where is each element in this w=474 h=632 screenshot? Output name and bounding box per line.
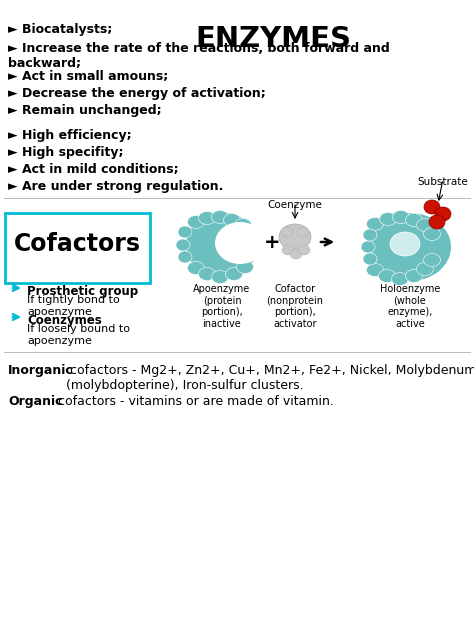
Ellipse shape <box>417 262 434 276</box>
Ellipse shape <box>211 270 228 284</box>
Text: If loosely bound to
apoenzyme: If loosely bound to apoenzyme <box>27 324 130 346</box>
Ellipse shape <box>405 214 422 226</box>
Text: Inorganic: Inorganic <box>8 364 74 377</box>
Ellipse shape <box>188 262 204 274</box>
Text: Organic: Organic <box>8 395 63 408</box>
Ellipse shape <box>199 212 216 224</box>
Text: Prosthetic group: Prosthetic group <box>27 285 138 298</box>
Text: ► Biocatalysts;: ► Biocatalysts; <box>8 23 112 36</box>
Ellipse shape <box>363 253 377 265</box>
Ellipse shape <box>435 207 451 221</box>
Ellipse shape <box>390 232 420 256</box>
Ellipse shape <box>279 224 311 250</box>
Text: Holoenzyme
(whole
enzyme),
active: Holoenzyme (whole enzyme), active <box>380 284 440 329</box>
Ellipse shape <box>226 267 243 281</box>
Ellipse shape <box>297 227 309 237</box>
Ellipse shape <box>215 222 265 264</box>
Text: Substrate: Substrate <box>418 177 468 187</box>
Ellipse shape <box>369 213 451 281</box>
Ellipse shape <box>188 216 204 229</box>
Ellipse shape <box>178 251 192 263</box>
Ellipse shape <box>281 227 293 237</box>
Ellipse shape <box>237 260 254 274</box>
Ellipse shape <box>429 215 445 229</box>
Text: ► Remain unchanged;: ► Remain unchanged; <box>8 104 162 117</box>
Text: ► Are under strong regulation.: ► Are under strong regulation. <box>8 180 223 193</box>
Text: ► High specifity;: ► High specifity; <box>8 146 124 159</box>
Ellipse shape <box>379 269 395 283</box>
Ellipse shape <box>178 226 192 238</box>
Ellipse shape <box>423 253 440 267</box>
Text: ► Act in mild conditions;: ► Act in mild conditions; <box>8 163 179 176</box>
Ellipse shape <box>224 214 240 226</box>
Text: Apoenzyme
(protein
portion),
inactive: Apoenzyme (protein portion), inactive <box>193 284 251 329</box>
Ellipse shape <box>366 217 383 231</box>
Bar <box>5 213 150 283</box>
Text: Coenzymes: Coenzymes <box>27 314 102 327</box>
Text: cofactors - vitamins or are made of vitamin.: cofactors - vitamins or are made of vita… <box>54 395 334 408</box>
Ellipse shape <box>380 212 396 226</box>
Ellipse shape <box>424 200 440 214</box>
Ellipse shape <box>361 241 375 253</box>
Ellipse shape <box>392 272 409 286</box>
Ellipse shape <box>417 219 434 231</box>
Ellipse shape <box>423 228 440 241</box>
Text: +: + <box>264 233 280 252</box>
Text: ► High efficiency;: ► High efficiency; <box>8 129 132 142</box>
Ellipse shape <box>405 269 422 283</box>
Ellipse shape <box>235 219 252 231</box>
Ellipse shape <box>282 245 294 255</box>
Text: Cofactor
(nonprotein
portion),
activator: Cofactor (nonprotein portion), activator <box>266 284 323 329</box>
Text: ► Increase the rate of the reactions, both forward and
backward;: ► Increase the rate of the reactions, bo… <box>8 42 390 70</box>
Text: ► Act in small amouns;: ► Act in small amouns; <box>8 70 168 83</box>
Ellipse shape <box>186 212 258 277</box>
Text: Coenzyme: Coenzyme <box>267 200 322 210</box>
Ellipse shape <box>211 210 228 224</box>
Ellipse shape <box>366 264 383 277</box>
Text: Cofactors: Cofactors <box>14 232 141 256</box>
Ellipse shape <box>363 229 377 241</box>
Ellipse shape <box>176 239 190 251</box>
Text: ► Decrease the energy of activation;: ► Decrease the energy of activation; <box>8 87 266 100</box>
Ellipse shape <box>290 249 302 259</box>
Ellipse shape <box>392 210 410 224</box>
Text: ENZYMES: ENZYMES <box>195 25 351 53</box>
Ellipse shape <box>199 267 216 281</box>
Text: cofactors - Mg2+, Zn2+, Cu+, Mn2+, Fe2+, Nickel, Molybdenum
(molybdopterine), Ir: cofactors - Mg2+, Zn2+, Cu+, Mn2+, Fe2+,… <box>66 364 474 392</box>
Text: If tightly bond to
apoenzyme: If tightly bond to apoenzyme <box>27 295 120 317</box>
Ellipse shape <box>298 245 310 255</box>
